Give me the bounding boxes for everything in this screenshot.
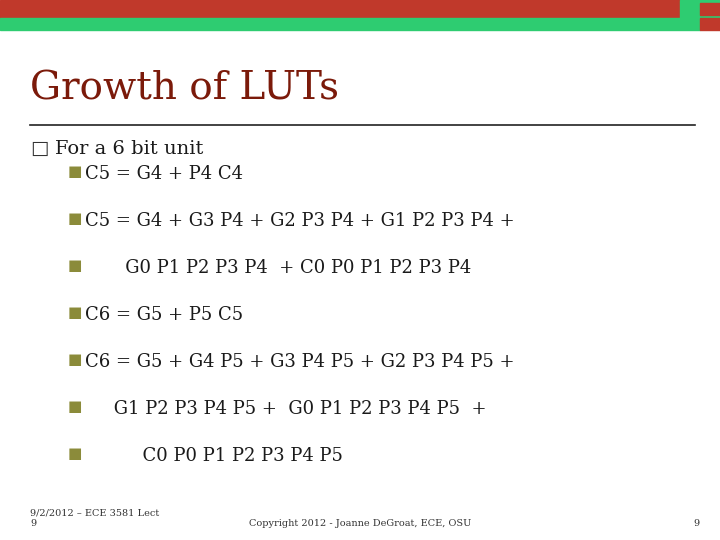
Text: G0 P1 P2 P3 P4  + C0 P0 P1 P2 P3 P4: G0 P1 P2 P3 P4 + C0 P0 P1 P2 P3 P4 [85,259,472,277]
Text: For a 6 bit unit: For a 6 bit unit [55,140,203,158]
Text: ■: ■ [68,353,82,367]
Text: C0 P0 P1 P2 P3 P4 P5: C0 P0 P1 P2 P3 P4 P5 [85,447,343,465]
Text: ■: ■ [68,165,82,179]
Text: ■: ■ [68,212,82,226]
Text: ■: ■ [68,400,82,414]
Text: C5 = G4 + P4 C4: C5 = G4 + P4 C4 [85,165,243,183]
Bar [700,18,720,30]
Text: ■: ■ [68,259,82,273]
Text: Growth of LUTs: Growth of LUTs [30,70,339,107]
Text: Copyright 2012 - Joanne DeGroat, ECE, OSU: Copyright 2012 - Joanne DeGroat, ECE, OS… [249,519,471,528]
Text: C6 = G5 + P5 C5: C6 = G5 + P5 C5 [85,306,243,324]
Text: ■: ■ [68,447,82,461]
Text: C5 = G4 + G3 P4 + G2 P3 P4 + G1 P2 P3 P4 +: C5 = G4 + G3 P4 + G2 P3 P4 + G1 P2 P3 P4… [85,212,515,230]
Bar [680,0,720,18]
Bar [0,18,700,30]
Text: 9: 9 [694,519,700,528]
Bar [700,3,720,15]
Bar [0,0,680,18]
Text: G1 P2 P3 P4 P5 +  G0 P1 P2 P3 P4 P5  +: G1 P2 P3 P4 P5 + G0 P1 P2 P3 P4 P5 + [85,400,487,418]
Text: 9/2/2012 – ECE 3581 Lect
9: 9/2/2012 – ECE 3581 Lect 9 [30,509,159,528]
Text: C6 = G5 + G4 P5 + G3 P4 P5 + G2 P3 P4 P5 +: C6 = G5 + G4 P5 + G3 P4 P5 + G2 P3 P4 P5… [85,353,515,371]
Text: □: □ [30,140,48,158]
Text: ■: ■ [68,306,82,320]
